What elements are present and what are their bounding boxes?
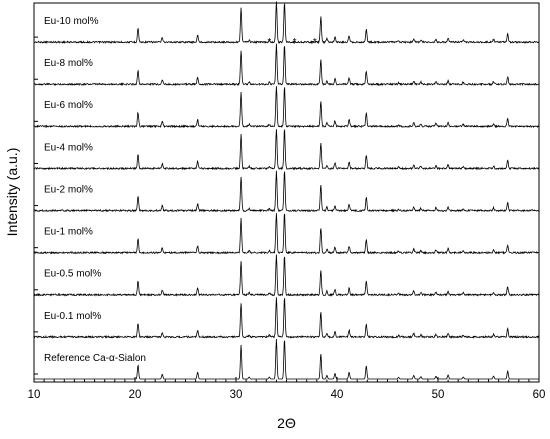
series-line bbox=[33, 297, 540, 339]
series-line bbox=[33, 170, 540, 213]
x-axis-title: 2Θ bbox=[277, 415, 296, 431]
series-label: Eu-10 mol% bbox=[44, 16, 99, 27]
impurity-marker: * bbox=[293, 37, 297, 48]
x-axis-ticks: 10 20 30 40 50 60 bbox=[28, 377, 546, 401]
series-label-layer: Eu-10 mol% Eu-8 mol% Eu-6 mol% Eu-4 mol% Eu-… bbox=[44, 16, 146, 364]
series-label: Eu-6 mol% bbox=[44, 100, 93, 111]
impurity-marker-layer: * * * bbox=[267, 37, 316, 48]
series-line bbox=[33, 254, 540, 297]
x-tick-label: 50 bbox=[432, 389, 445, 401]
impurity-marker: * bbox=[313, 37, 317, 48]
y-axis-title: Intensity (a.u.) bbox=[4, 148, 20, 237]
series-line bbox=[33, 86, 540, 129]
impurity-marker: * bbox=[267, 37, 271, 48]
x-tick-label: 40 bbox=[331, 389, 344, 401]
series-layer bbox=[33, 1, 540, 380]
series-line bbox=[34, 338, 539, 380]
series-label: Eu-4 mol% bbox=[44, 142, 93, 153]
plot-frame bbox=[33, 2, 540, 383]
x-tick-label: 60 bbox=[533, 389, 546, 401]
series-line bbox=[33, 1, 540, 45]
series-label: Eu-2 mol% bbox=[44, 184, 93, 195]
x-tick-label: 20 bbox=[129, 389, 142, 401]
series-line bbox=[33, 129, 540, 171]
series-line bbox=[33, 213, 540, 255]
series-line bbox=[33, 43, 540, 87]
series-label: Eu-8 mol% bbox=[44, 58, 93, 69]
y-axis-ticks bbox=[34, 36, 38, 375]
series-label: Eu-0.5 mol% bbox=[44, 269, 101, 280]
series-label: Reference Ca-α-Sialon bbox=[44, 353, 146, 364]
series-label: Eu-0.1 mol% bbox=[44, 311, 101, 322]
x-tick-label: 10 bbox=[28, 389, 41, 401]
series-label: Eu-1 mol% bbox=[44, 227, 93, 238]
x-tick-label: 30 bbox=[230, 389, 243, 401]
